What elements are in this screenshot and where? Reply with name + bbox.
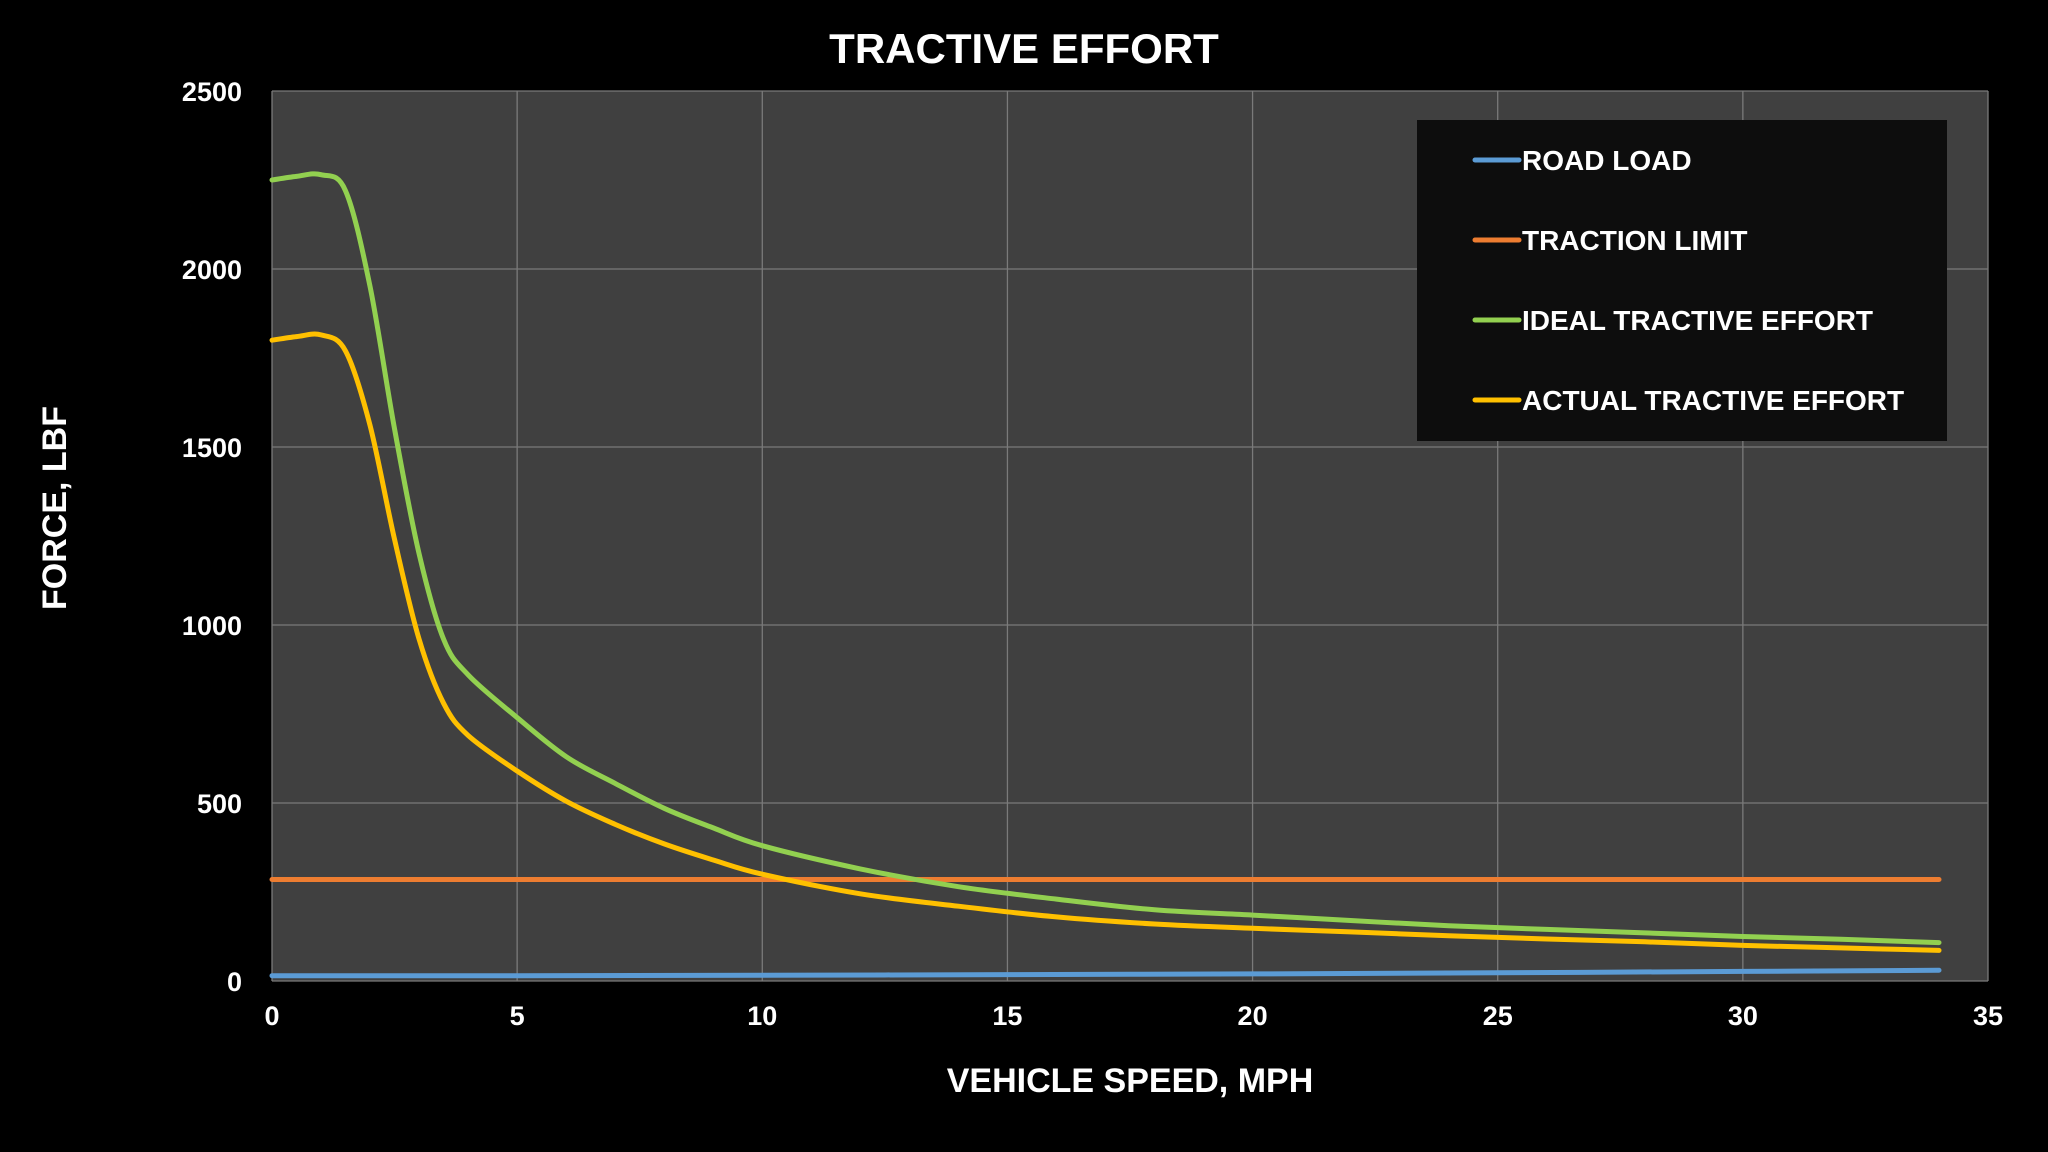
tick-layer: 0 5 10 15 20 25 30 35 0 500 1000 1500 2000 2500 (182, 77, 2003, 1031)
chart-title: TRACTIVE EFFORT (829, 25, 1219, 72)
series-line-road-load (269, 967, 1942, 979)
y-tick-label: 2000 (182, 255, 242, 285)
y-tick-label: 1500 (182, 433, 242, 463)
x-tick-label: 25 (1483, 1001, 1513, 1031)
x-tick-label: 5 (510, 1001, 525, 1031)
series-line-actual-tractive-effort (269, 331, 1942, 953)
y-tick-label: 0 (227, 967, 242, 997)
legend-label-ideal-tractive-effort: IDEAL TRACTIVE EFFORT (1522, 305, 1873, 336)
grid-layer (271, 90, 1989, 982)
y-tick-label: 500 (197, 789, 242, 819)
legend-label-traction-limit: TRACTION LIMIT (1522, 225, 1748, 256)
y-tick-label: 2500 (182, 77, 242, 107)
x-tick-label: 15 (992, 1001, 1022, 1031)
legend: ROAD LOAD TRACTION LIMIT IDEAL TRACTIVE EF… (1417, 120, 1947, 441)
y-axis-title: FORCE, LBF (36, 406, 74, 610)
x-axis-title: VEHICLE SPEED, MPH (947, 1062, 1314, 1100)
x-tick-label: 30 (1728, 1001, 1758, 1031)
legend-label-actual-tractive-effort: ACTUAL TRACTIVE EFFORT (1522, 385, 1904, 416)
x-tick-label: 10 (747, 1001, 777, 1031)
x-tick-label: 35 (1973, 1001, 2003, 1031)
x-tick-label: 20 (1238, 1001, 1268, 1031)
y-tick-label: 1000 (182, 611, 242, 641)
series-line-ideal-tractive-effort (269, 171, 1942, 946)
legend-label-road-load: ROAD LOAD (1522, 145, 1692, 176)
x-tick-label: 0 (264, 1001, 279, 1031)
legend-background (1417, 120, 1947, 441)
series-layer (269, 171, 1942, 979)
legend-items: ROAD LOAD TRACTION LIMIT IDEAL TRACTIVE EF… (1472, 145, 1904, 416)
